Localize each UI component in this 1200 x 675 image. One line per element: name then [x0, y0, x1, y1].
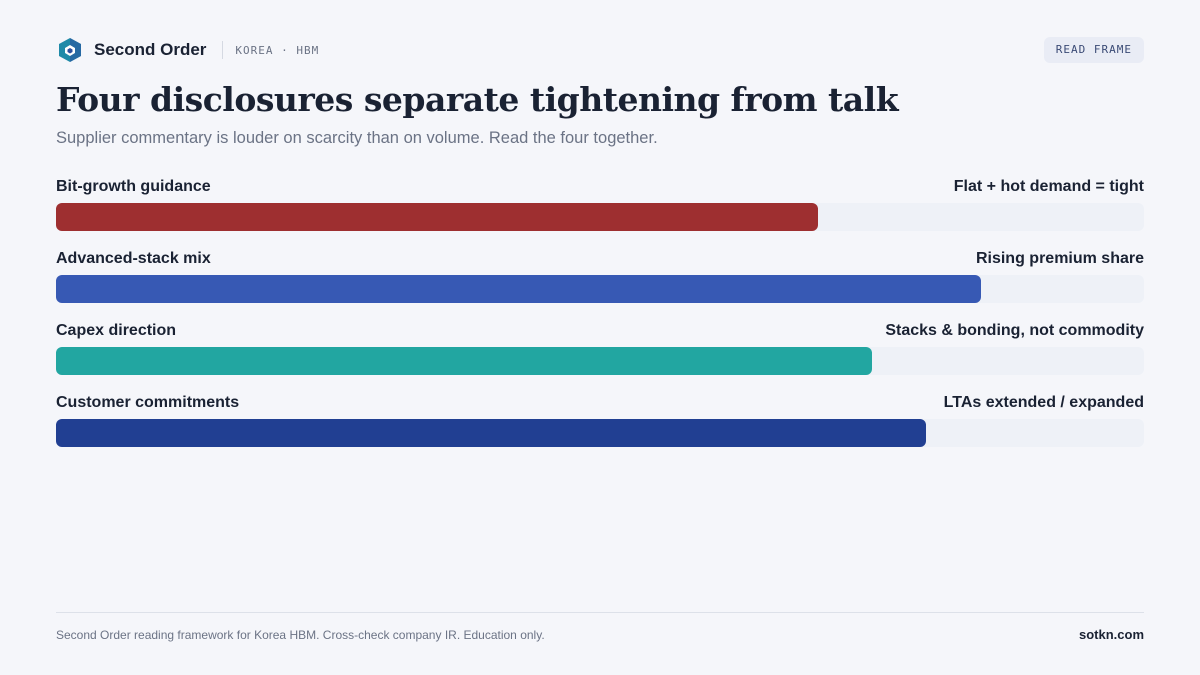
bar-row: Advanced-stack mix Rising premium share: [56, 248, 1144, 320]
bar-category-label: Customer commitments: [56, 394, 240, 411]
bar-track: [56, 419, 1144, 447]
topic-tag: KOREA · HBM: [235, 43, 320, 57]
bar-annotation-label: Flat + hot demand = tight: [953, 178, 1144, 195]
bar-row: Customer commitments LTAs extended / expa…: [56, 392, 1144, 464]
bar-fill: [56, 347, 872, 375]
site-link[interactable]: sotkn.com: [1078, 627, 1144, 642]
page-title: Four disclosures separate tightening fro…: [56, 80, 899, 119]
bar-category-label: Capex direction: [56, 322, 177, 339]
bar-annotation-label: LTAs extended / expanded: [943, 394, 1144, 411]
bar-category-label: Bit-growth guidance: [56, 178, 211, 195]
bar-track: [56, 203, 1144, 231]
read-frame-badge: READ FRAME: [1043, 37, 1144, 63]
bar-row-labels: Capex direction Stacks & bonding, not com…: [56, 320, 1144, 342]
footer: Second Order reading framework for Korea…: [56, 627, 1144, 642]
header-divider: [222, 41, 224, 59]
bar-track: [56, 275, 1144, 303]
bar-annotation-label: Rising premium share: [975, 250, 1144, 267]
header: Second Order KOREA · HBM READ FRAME: [56, 36, 1144, 64]
bar-row-labels: Advanced-stack mix Rising premium share: [56, 248, 1144, 270]
bar-fill: [56, 419, 926, 447]
bar-row-labels: Customer commitments LTAs extended / expa…: [56, 392, 1144, 414]
bar-annotation-label: Stacks & bonding, not commodity: [885, 322, 1144, 339]
bar-category-label: Advanced-stack mix: [56, 250, 211, 267]
brand-name: Second Order: [94, 40, 207, 59]
page-subtitle: Supplier commentary is louder on scarcit…: [56, 129, 658, 147]
bar-chart: Bit-growth guidance Flat + hot demand = t…: [56, 176, 1144, 464]
footer-note: Second Order reading framework for Korea…: [56, 627, 545, 642]
bar-row: Capex direction Stacks & bonding, not com…: [56, 320, 1144, 392]
bar-row-labels: Bit-growth guidance Flat + hot demand = t…: [56, 176, 1144, 198]
bar-track: [56, 347, 1144, 375]
bar-fill: [56, 275, 981, 303]
hexagon-logo-icon: [56, 36, 84, 64]
footer-divider: [56, 612, 1144, 613]
bar-row: Bit-growth guidance Flat + hot demand = t…: [56, 176, 1144, 248]
bar-fill: [56, 203, 818, 231]
